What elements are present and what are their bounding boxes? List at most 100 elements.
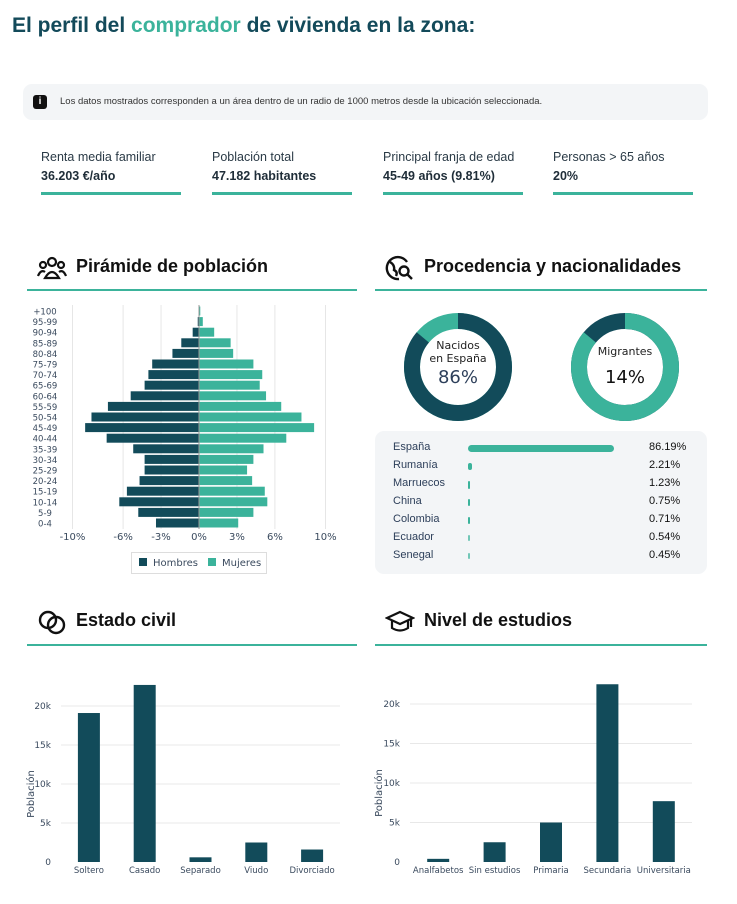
bar-mujeres	[199, 454, 254, 464]
y-tick-label: 70-74	[33, 371, 58, 381]
section-divider	[27, 289, 357, 291]
donut-value: 14%	[604, 367, 645, 388]
nationality-name: Marruecos	[393, 477, 445, 489]
x-tick-label: Divorciado	[289, 866, 334, 876]
nationality-percent: 0.71%	[649, 513, 681, 525]
y-tick-label: 20k	[383, 700, 400, 710]
bar-mujeres	[199, 391, 267, 401]
bar-hombres	[197, 317, 199, 327]
donut-value: 86%	[437, 367, 478, 388]
nationality-name: Senegal	[393, 549, 434, 561]
x-tick-label: Sin estudios	[469, 866, 521, 876]
donut-label: Migrantes	[580, 345, 670, 358]
bar-hombres	[192, 327, 199, 337]
y-tick-label: 15-19	[33, 488, 58, 498]
x-tick-label: Analfabetos	[413, 866, 464, 876]
legend-box	[131, 552, 267, 574]
bar-mujeres	[199, 306, 201, 316]
section-divider	[375, 289, 707, 291]
y-tick-label: 0	[45, 858, 51, 868]
legend-label-hombres: Hombres	[153, 558, 198, 569]
bar-hombres	[139, 476, 199, 486]
stat-underline	[212, 192, 352, 195]
bar-mujeres	[199, 348, 234, 358]
stat-value: 47.182 habitantes	[212, 169, 317, 183]
globe-search-icon	[385, 255, 413, 281]
bar-mujeres	[199, 338, 231, 348]
nationality-row: Ecuador 0.54%	[375, 529, 707, 547]
y-tick-label: 75-79	[33, 361, 58, 371]
population-pyramid-chart: -10% -6% -3% 0% 3% 6% 10% +10095-9990-9485-8980…	[33, 305, 337, 574]
stat-poblacion: Población total 47.182 habitantes	[212, 150, 352, 195]
nationality-bar	[468, 481, 470, 489]
x-tick-label: Viudo	[244, 866, 268, 876]
y-tick-label: 25-29	[33, 467, 58, 477]
nationality-percent: 1.23%	[649, 477, 681, 489]
donut-label-line: Nacidos	[436, 339, 480, 352]
bar-mujeres	[199, 465, 248, 475]
y-tick-label: 0-4	[38, 520, 52, 530]
stat-underline	[383, 192, 523, 195]
bar	[245, 842, 268, 862]
section-header-origin: Procedencia y nacionalidades	[375, 254, 707, 284]
donut-arc	[571, 313, 679, 421]
nationality-name: China	[393, 495, 422, 507]
y-axis-label: Población	[25, 770, 37, 818]
y-tick-label: 10-14	[33, 498, 58, 508]
nationality-row: Rumanía 2.21%	[375, 457, 707, 475]
bar-mujeres	[199, 444, 264, 454]
y-tick-label: 20-24	[33, 477, 58, 487]
nationality-row: China 0.75%	[375, 493, 707, 511]
x-tick-label: Primaria	[533, 866, 568, 876]
y-tick-label: 40-44	[33, 435, 58, 445]
stat-value: 20%	[553, 169, 579, 183]
nationality-percent: 2.21%	[649, 459, 681, 471]
nationality-bar	[468, 499, 470, 506]
stat-franja-edad: Principal franja de edad 45-49 años (9.8…	[383, 150, 523, 195]
y-tick-label: 0	[394, 858, 400, 868]
bar-mujeres	[199, 486, 265, 496]
bar-hombres	[126, 486, 199, 496]
x-tick-label: Casado	[129, 866, 160, 876]
bar-hombres	[172, 348, 199, 358]
x-tick-label: Universitaria	[637, 866, 691, 876]
nationality-bar	[468, 535, 470, 541]
title-text-end: de vivienda en la zona:	[246, 14, 476, 37]
y-tick-label: 85-89	[33, 339, 58, 349]
bar-mujeres	[199, 412, 302, 422]
bar-mujeres	[199, 380, 260, 390]
bar-hombres	[144, 465, 199, 475]
graduation-cap-icon	[385, 610, 415, 632]
nationality-percent: 0.45%	[649, 549, 681, 561]
section-title: Procedencia y nacionalidades	[424, 256, 682, 276]
nivel-estudios-chart: 0 5k 10k 15k 20k Población Analfabetos Sin estu…	[373, 684, 692, 876]
nationality-name: Colombia	[393, 513, 440, 525]
y-tick-label: 55-59	[33, 403, 58, 413]
nationality-name: España	[393, 441, 431, 453]
y-tick-label: 95-99	[33, 318, 58, 328]
estado-civil-chart: 0 5k 10k 15k 20k Población Soltero Casado Separa…	[25, 684, 340, 876]
bar-mujeres	[199, 518, 239, 528]
bar-hombres	[138, 507, 199, 517]
y-tick-label: 30-34	[33, 456, 58, 466]
x-tick-label: 6%	[267, 532, 283, 543]
nationality-bar	[468, 463, 472, 470]
y-tick-label: 10k	[34, 780, 51, 790]
bar	[540, 822, 562, 862]
y-tick-label: 90-94	[33, 329, 58, 339]
x-tick-label: -6%	[113, 532, 132, 543]
bar-hombres	[130, 391, 199, 401]
stat-label: Personas > 65 años	[553, 150, 665, 164]
y-tick-label: 15k	[34, 741, 51, 751]
bar-mujeres	[199, 476, 253, 486]
bar	[596, 684, 619, 862]
bar	[652, 801, 675, 862]
donut-nacidos-espana	[404, 313, 512, 421]
section-title: Pirámide de población	[76, 256, 269, 276]
stat-label: Población total	[212, 150, 295, 164]
nationality-row: Senegal 0.45%	[375, 547, 707, 565]
bar	[483, 842, 506, 862]
page-title: El perfil del comprador de vivienda en l…	[12, 14, 475, 38]
bar-hombres	[106, 433, 199, 443]
bar-hombres	[107, 401, 199, 411]
